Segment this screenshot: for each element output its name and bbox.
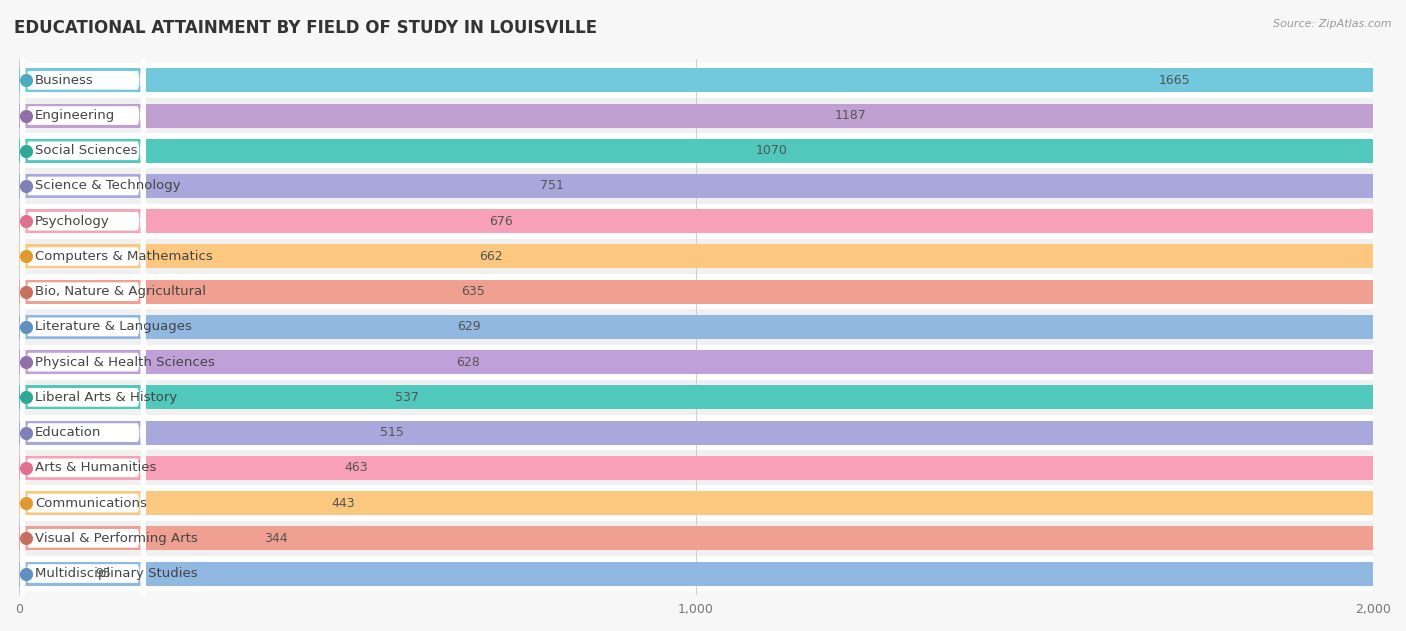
Text: Physical & Health Sciences: Physical & Health Sciences [35, 356, 215, 369]
FancyBboxPatch shape [20, 0, 146, 493]
FancyBboxPatch shape [20, 0, 146, 631]
FancyBboxPatch shape [20, 19, 146, 631]
Bar [20, 68, 1374, 92]
Bar [20, 421, 1374, 445]
Bar [20, 491, 1374, 515]
Point [14, 181, 37, 191]
FancyBboxPatch shape [20, 0, 146, 631]
FancyBboxPatch shape [20, 54, 146, 631]
Bar [20, 386, 1374, 410]
Text: Visual & Performing Arts: Visual & Performing Arts [35, 532, 198, 545]
FancyBboxPatch shape [20, 0, 146, 564]
Text: Literature & Languages: Literature & Languages [35, 321, 193, 333]
Point [14, 498, 37, 508]
Bar [20, 451, 1374, 485]
Text: 463: 463 [344, 461, 368, 475]
Bar [20, 315, 1374, 339]
Text: 515: 515 [380, 426, 404, 439]
Point [14, 392, 37, 403]
Bar [20, 274, 1374, 309]
Text: Science & Technology: Science & Technology [35, 179, 181, 192]
FancyBboxPatch shape [20, 0, 146, 631]
Point [14, 357, 37, 367]
Text: Multidisciplinary Studies: Multidisciplinary Studies [35, 567, 198, 580]
Bar [20, 209, 1374, 233]
Text: 344: 344 [264, 532, 288, 545]
Text: Arts & Humanities: Arts & Humanities [35, 461, 156, 475]
FancyBboxPatch shape [20, 0, 146, 631]
Bar [20, 562, 1374, 586]
Point [14, 569, 37, 579]
FancyBboxPatch shape [20, 0, 146, 599]
FancyBboxPatch shape [20, 125, 146, 631]
Text: Communications: Communications [35, 497, 148, 510]
Bar [20, 485, 1374, 521]
FancyBboxPatch shape [20, 0, 146, 631]
FancyBboxPatch shape [20, 0, 146, 631]
Bar [20, 174, 1374, 198]
FancyBboxPatch shape [20, 0, 146, 529]
Text: 676: 676 [489, 215, 513, 228]
Point [14, 110, 37, 121]
Bar [20, 168, 1374, 204]
Bar [20, 345, 1374, 380]
Text: 95: 95 [96, 567, 111, 580]
Text: Liberal Arts & History: Liberal Arts & History [35, 391, 177, 404]
Point [14, 146, 37, 156]
Point [14, 533, 37, 543]
Bar [20, 98, 1374, 133]
Bar [20, 280, 1374, 304]
Text: 628: 628 [457, 356, 479, 369]
Bar [20, 380, 1374, 415]
Bar [20, 139, 1374, 163]
FancyBboxPatch shape [20, 160, 146, 631]
Bar [20, 133, 1374, 168]
Text: 629: 629 [457, 321, 481, 333]
Text: Social Sciences: Social Sciences [35, 144, 138, 157]
Text: 537: 537 [395, 391, 419, 404]
Bar [20, 309, 1374, 345]
Bar [20, 350, 1374, 374]
Point [14, 322, 37, 332]
Point [14, 75, 37, 85]
Bar [20, 415, 1374, 451]
Text: Business: Business [35, 74, 94, 87]
Bar [20, 456, 1374, 480]
Text: 635: 635 [461, 285, 485, 298]
Bar [20, 526, 1374, 550]
Text: Source: ZipAtlas.com: Source: ZipAtlas.com [1274, 19, 1392, 29]
Text: Engineering: Engineering [35, 109, 115, 122]
Point [14, 216, 37, 227]
Bar [20, 62, 1374, 98]
Text: 1187: 1187 [835, 109, 866, 122]
Bar [20, 556, 1374, 591]
Text: Psychology: Psychology [35, 215, 110, 228]
Bar [20, 521, 1374, 556]
Text: 662: 662 [479, 250, 503, 263]
Text: 1070: 1070 [755, 144, 787, 157]
Point [14, 463, 37, 473]
Bar [20, 103, 1374, 127]
Text: 443: 443 [330, 497, 354, 510]
Text: Bio, Nature & Agricultural: Bio, Nature & Agricultural [35, 285, 207, 298]
Point [14, 286, 37, 297]
Point [14, 428, 37, 438]
Text: EDUCATIONAL ATTAINMENT BY FIELD OF STUDY IN LOUISVILLE: EDUCATIONAL ATTAINMENT BY FIELD OF STUDY… [14, 19, 598, 37]
Text: 1665: 1665 [1159, 74, 1189, 87]
FancyBboxPatch shape [20, 90, 146, 631]
Bar [20, 244, 1374, 268]
Text: 751: 751 [540, 179, 564, 192]
Bar [20, 204, 1374, 239]
Point [14, 251, 37, 261]
Text: Education: Education [35, 426, 101, 439]
Bar [20, 239, 1374, 274]
Text: Computers & Mathematics: Computers & Mathematics [35, 250, 212, 263]
